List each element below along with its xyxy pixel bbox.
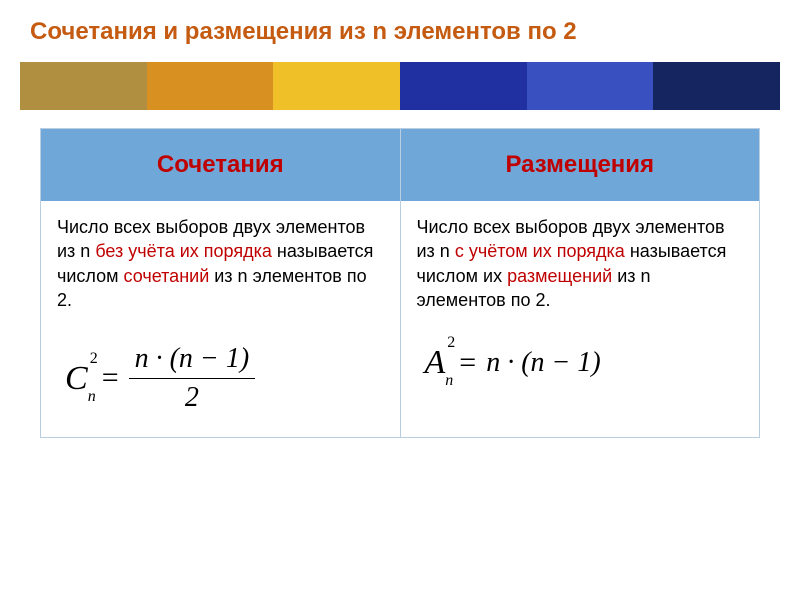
strip-segment xyxy=(400,62,527,110)
strip-segment xyxy=(273,62,400,110)
definition-text: сочетаний xyxy=(124,266,210,286)
table-body-row: Число всех выборов двух элементов из n б… xyxy=(41,201,759,437)
strip-segment xyxy=(147,62,274,110)
symbol-a: A 2 n xyxy=(425,340,446,386)
definition-text: с учётом их порядка xyxy=(455,241,625,261)
strip-segment xyxy=(527,62,654,110)
strip-segment xyxy=(20,62,147,110)
definition-combinations: Число всех выборов двух элементов из n б… xyxy=(57,215,384,312)
fraction: n · (n − 1) 2 xyxy=(129,340,256,417)
formula-combinations: C 2 n = n · (n − 1) 2 xyxy=(57,340,384,417)
symbol-c: C 2 n xyxy=(65,356,88,402)
column-header-arrangements: Размещения xyxy=(401,129,760,201)
column-header-combinations: Сочетания xyxy=(41,129,401,201)
cell-arrangements: Число всех выборов двух элементов из n с… xyxy=(401,201,760,437)
decorative-strip xyxy=(20,62,780,110)
slide-title: Сочетания и размещения из n элементов по… xyxy=(0,0,800,58)
equals-sign: = xyxy=(459,343,476,384)
table-header-row: Сочетания Размещения xyxy=(41,129,759,201)
rhs-expression: n · (n − 1) xyxy=(486,344,601,382)
definition-arrangements: Число всех выборов двух элементов из n с… xyxy=(417,215,744,312)
definition-text: без учёта их порядка xyxy=(95,241,272,261)
formula-arrangements: A 2 n = n · (n − 1) xyxy=(417,340,744,386)
definition-text: размещений xyxy=(507,266,612,286)
comparison-table: Сочетания Размещения Число всех выборов … xyxy=(40,128,760,438)
cell-combinations: Число всех выборов двух элементов из n б… xyxy=(41,201,401,437)
strip-segment xyxy=(653,62,780,110)
equals-sign: = xyxy=(102,358,119,399)
